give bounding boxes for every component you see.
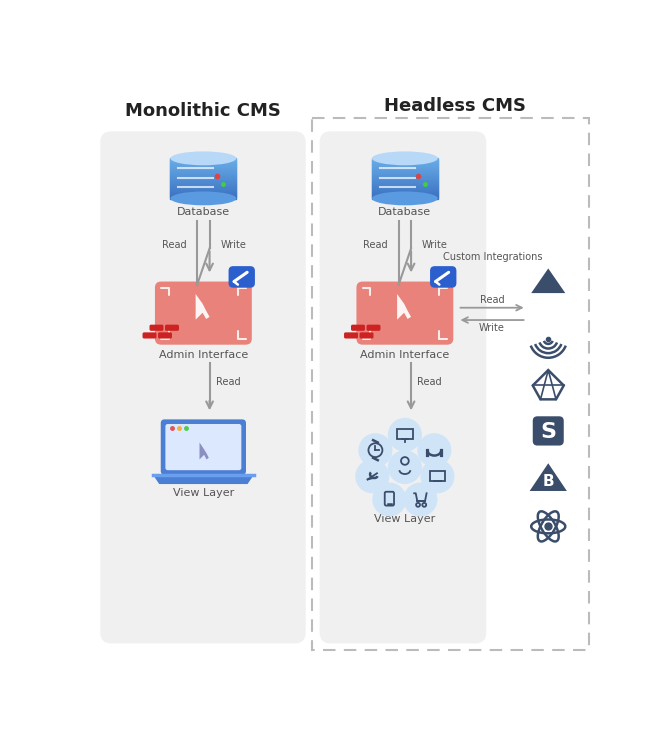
Bar — [170, 160, 236, 162]
FancyBboxPatch shape — [165, 424, 241, 470]
Bar — [372, 171, 438, 173]
Polygon shape — [529, 463, 567, 491]
Text: Custom Integrations: Custom Integrations — [442, 252, 542, 262]
Bar — [372, 188, 438, 191]
FancyBboxPatch shape — [143, 332, 157, 338]
Bar — [372, 168, 438, 171]
FancyBboxPatch shape — [430, 266, 456, 288]
Bar — [372, 178, 438, 181]
Bar — [170, 171, 236, 173]
Bar — [372, 160, 438, 162]
FancyBboxPatch shape — [228, 266, 255, 288]
Bar — [170, 180, 236, 183]
Bar — [372, 192, 438, 194]
FancyBboxPatch shape — [165, 325, 179, 331]
FancyBboxPatch shape — [351, 325, 365, 331]
Circle shape — [355, 459, 390, 493]
Bar — [430, 471, 445, 481]
Bar — [170, 172, 236, 174]
Bar — [312, 118, 589, 649]
Bar — [372, 177, 438, 179]
Polygon shape — [531, 269, 565, 293]
Bar — [372, 191, 438, 193]
Text: Read: Read — [480, 295, 504, 305]
Bar — [372, 183, 438, 185]
Bar — [372, 184, 438, 187]
Bar — [170, 188, 236, 191]
FancyBboxPatch shape — [533, 416, 563, 445]
Text: Admin Interface: Admin Interface — [360, 350, 450, 361]
Text: Headless CMS: Headless CMS — [384, 97, 526, 115]
Bar — [170, 197, 236, 199]
Ellipse shape — [170, 191, 236, 206]
Bar — [170, 162, 236, 165]
Bar — [372, 180, 438, 183]
Bar — [372, 158, 438, 161]
Circle shape — [404, 482, 438, 516]
FancyBboxPatch shape — [344, 332, 358, 338]
Text: Write: Write — [479, 323, 505, 332]
Text: View Layer: View Layer — [172, 488, 234, 499]
Text: Write: Write — [422, 240, 448, 249]
Text: Read: Read — [363, 240, 388, 249]
Bar — [372, 164, 438, 167]
Bar — [170, 178, 236, 181]
FancyBboxPatch shape — [149, 325, 163, 331]
Bar — [170, 158, 236, 161]
Bar — [170, 174, 236, 177]
Circle shape — [418, 433, 452, 467]
Text: Read: Read — [216, 378, 240, 387]
Bar — [372, 197, 438, 199]
Bar — [397, 429, 413, 439]
FancyBboxPatch shape — [356, 281, 454, 345]
Text: Write: Write — [220, 240, 246, 249]
Text: Database: Database — [378, 207, 432, 217]
Bar — [372, 174, 438, 177]
Circle shape — [372, 482, 406, 516]
Text: Database: Database — [176, 207, 230, 217]
FancyBboxPatch shape — [366, 325, 380, 331]
Circle shape — [358, 433, 392, 467]
FancyBboxPatch shape — [158, 332, 172, 338]
Bar — [372, 194, 438, 197]
Bar — [170, 194, 236, 197]
Circle shape — [388, 450, 422, 484]
Text: Read: Read — [418, 378, 442, 387]
Bar — [170, 192, 236, 194]
Text: Monolithic CMS: Monolithic CMS — [125, 102, 281, 119]
Bar — [170, 166, 236, 168]
Ellipse shape — [170, 151, 236, 165]
Ellipse shape — [372, 191, 438, 206]
Text: S: S — [540, 421, 556, 441]
Text: View Layer: View Layer — [374, 514, 436, 525]
Bar — [170, 183, 236, 185]
FancyBboxPatch shape — [320, 131, 486, 643]
Circle shape — [420, 459, 454, 493]
Bar — [170, 184, 236, 187]
FancyBboxPatch shape — [155, 281, 252, 345]
Text: B: B — [542, 474, 554, 489]
Polygon shape — [196, 294, 210, 320]
Bar — [170, 186, 236, 188]
FancyBboxPatch shape — [360, 332, 374, 338]
Polygon shape — [200, 442, 209, 459]
FancyBboxPatch shape — [101, 131, 306, 643]
Bar — [372, 162, 438, 165]
Bar — [170, 177, 236, 179]
Polygon shape — [397, 294, 411, 320]
FancyBboxPatch shape — [161, 419, 246, 475]
Text: Read: Read — [162, 240, 186, 249]
Text: Admin Interface: Admin Interface — [159, 350, 248, 361]
Bar — [372, 166, 438, 168]
Ellipse shape — [372, 151, 438, 165]
Bar — [170, 164, 236, 167]
Polygon shape — [153, 475, 254, 484]
Bar — [372, 186, 438, 188]
Bar — [372, 172, 438, 174]
Bar — [170, 168, 236, 171]
Circle shape — [388, 418, 422, 452]
Bar — [170, 191, 236, 193]
